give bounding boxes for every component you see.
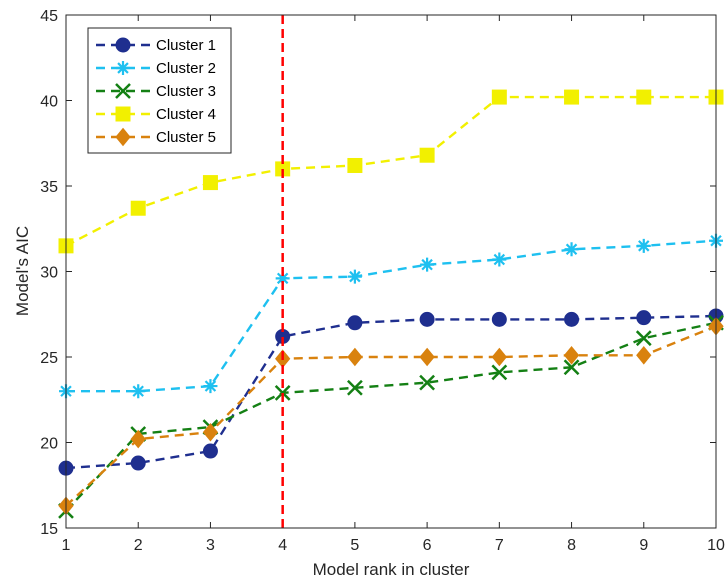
- series-line: [66, 239, 717, 393]
- data-point: [491, 89, 507, 105]
- x-tick-label: 9: [639, 537, 648, 554]
- x-tick-label: 6: [423, 537, 432, 554]
- data-point: [564, 311, 580, 327]
- legend-marker: [115, 83, 131, 99]
- data-point: [491, 347, 507, 367]
- data-point: [419, 374, 435, 391]
- legend-item: Cluster 1: [96, 37, 216, 54]
- legend-label: Cluster 5: [156, 129, 216, 146]
- legend-label: Cluster 2: [156, 60, 216, 77]
- data-point: [202, 175, 218, 191]
- series-cluster-1: [58, 308, 724, 476]
- legend-label: Cluster 4: [156, 106, 216, 123]
- data-point: [275, 271, 290, 286]
- series-line: [65, 321, 717, 512]
- x-tick-label: 4: [278, 537, 287, 554]
- x-tick-label: 3: [206, 537, 215, 554]
- data-point: [636, 310, 652, 326]
- y-axis-title: Model's AIC: [13, 226, 32, 316]
- x-tick-label: 1: [62, 537, 71, 554]
- data-point: [419, 347, 435, 367]
- legend-label: Cluster 1: [156, 37, 216, 54]
- legend-label: Cluster 3: [156, 83, 216, 100]
- data-point: [202, 443, 218, 459]
- legend-marker: [115, 127, 131, 147]
- series-line: [65, 325, 717, 507]
- data-point: [347, 347, 363, 367]
- y-tick-labels: 15 20 25 30 35 40 45: [40, 8, 58, 538]
- y-tick-label: 20: [40, 436, 58, 453]
- legend-item: Cluster 5: [96, 127, 216, 147]
- data-point: [564, 242, 579, 257]
- data-point: [635, 330, 652, 347]
- data-point: [636, 89, 652, 105]
- series-line: [65, 95, 716, 247]
- data-point: [202, 422, 219, 442]
- data-point: [274, 385, 291, 401]
- legend-marker: [116, 61, 130, 75]
- legend-marker: [115, 106, 131, 122]
- x-tick-labels: 1 2 3 4 5 6 7 8 9 10: [62, 537, 725, 554]
- legend-item: Cluster 4: [96, 106, 216, 123]
- plot-border: [65, 14, 717, 529]
- data-point: [491, 364, 508, 381]
- data-point: [491, 311, 507, 327]
- x-axis-title: Model rank in cluster: [313, 560, 470, 579]
- data-point: [130, 455, 146, 471]
- data-point: [130, 200, 146, 216]
- data-point: [347, 269, 362, 284]
- y-tick-label: 25: [40, 350, 58, 367]
- data-point: [131, 384, 146, 399]
- data-point: [636, 238, 651, 253]
- x-tick-label: 8: [567, 537, 576, 554]
- x-tick-label: 2: [134, 537, 143, 554]
- y-tick-label: 35: [40, 179, 58, 196]
- y-tick-label: 40: [40, 94, 58, 111]
- data-point: [347, 157, 363, 173]
- legend-marker: [115, 37, 131, 53]
- data-point: [492, 252, 507, 267]
- data-point: [347, 315, 363, 331]
- legend-item: Cluster 3: [96, 83, 216, 100]
- x-tick-label: 7: [495, 537, 504, 554]
- data-point: [420, 257, 435, 272]
- data-point: [636, 346, 652, 365]
- series-cluster-4: [58, 89, 724, 254]
- data-point: [564, 89, 580, 105]
- data-point: [203, 379, 218, 394]
- data-point: [130, 429, 146, 449]
- data-point: [419, 311, 435, 327]
- data-point: [563, 359, 580, 376]
- y-tick-label: 15: [40, 521, 58, 538]
- data-point: [419, 147, 435, 163]
- legend-item: Cluster 2: [96, 60, 216, 77]
- data-point: [563, 346, 580, 365]
- series-line: [65, 314, 717, 470]
- y-tick-label: 45: [40, 8, 58, 25]
- data-point: [347, 379, 363, 396]
- x-tick-label: 5: [350, 537, 359, 554]
- x-tick-label: 10: [707, 537, 725, 554]
- legend: Cluster 1 Cluster 2 Cluster 3 Cluster 4 Clus…: [87, 27, 232, 154]
- series-lines: [58, 89, 724, 519]
- y-tick-label: 30: [40, 265, 58, 282]
